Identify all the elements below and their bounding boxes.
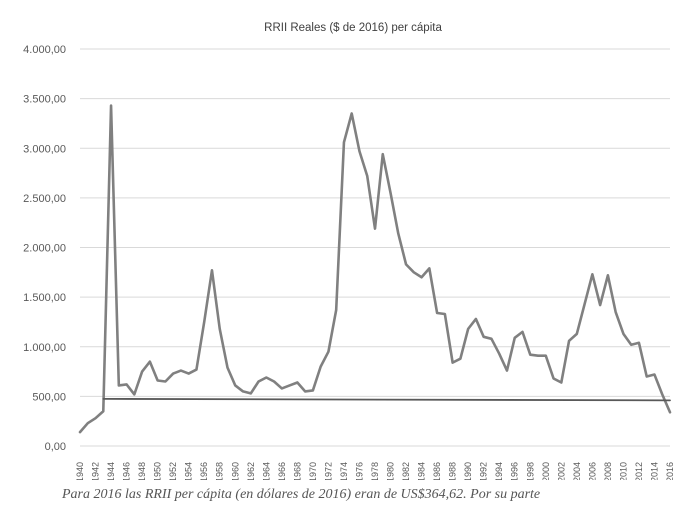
- x-tick-label: 1980: [386, 462, 396, 480]
- x-tick-label: 1982: [401, 462, 411, 480]
- gridlines: [80, 48, 670, 447]
- x-tick-label: 1954: [184, 462, 194, 480]
- y-tick-label: 2.500,00: [23, 193, 66, 205]
- x-tick-label: 1984: [417, 462, 427, 480]
- x-tick-label: 1986: [432, 462, 442, 480]
- y-tick-label: 3.000,00: [23, 143, 66, 155]
- x-tick-label: 1944: [106, 462, 116, 480]
- x-tick-label: 2008: [603, 462, 613, 480]
- x-tick-label: 2002: [556, 462, 566, 480]
- x-tick-label: 1946: [122, 462, 132, 480]
- x-tick-label: 2010: [618, 462, 628, 480]
- y-tick-label: 2.000,00: [23, 243, 66, 255]
- x-tick-label: 2012: [634, 462, 644, 480]
- x-tick-label: 1992: [479, 462, 489, 480]
- x-tick-label: 1964: [261, 462, 271, 480]
- y-axis-tick-labels: 0,00 500,00 1.000,00 1.500,00 2.000,00 2.500,…: [23, 44, 66, 453]
- x-tick-label: 1950: [153, 462, 163, 480]
- x-tick-label: 1968: [292, 462, 302, 480]
- x-tick-label: 1978: [370, 462, 380, 480]
- x-axis-tick-labels: 1940 1942 1944 1946 1948 1950 1952 1954 1956 1958…: [75, 462, 675, 480]
- y-tick-label: 1.000,00: [23, 342, 66, 354]
- x-tick-label: 1942: [91, 462, 101, 480]
- line-chart: RRII Reales ($ de 2016) per cápita 0,00 5…: [23, 22, 675, 480]
- x-tick-label: 2004: [572, 462, 582, 480]
- series-line-rrii: [78, 104, 672, 434]
- caption-strip: Para 2016 las RRII per cápita (en dólare…: [0, 488, 692, 505]
- x-tick-label: 1948: [137, 462, 147, 480]
- x-tick-label: 1976: [354, 462, 364, 480]
- x-tick-label: 1962: [246, 462, 256, 480]
- x-tick-label: 1990: [463, 462, 473, 480]
- y-tick-label: 3.500,00: [23, 94, 66, 106]
- x-tick-label: 1996: [510, 462, 520, 480]
- series-lines: [78, 104, 672, 434]
- y-tick-label: 500,00: [32, 391, 66, 403]
- x-tick-label: 1940: [75, 462, 85, 480]
- x-tick-label: 1994: [494, 462, 504, 480]
- series-line-secondary: [102, 397, 671, 402]
- x-tick-label: 2000: [541, 462, 551, 480]
- chart-title: RRII Reales ($ de 2016) per cápita: [264, 22, 442, 34]
- chart-area: RRII Reales ($ de 2016) per cápita 0,00 5…: [23, 22, 675, 480]
- x-tick-label: 1956: [199, 462, 209, 480]
- x-tick-label: 1960: [230, 462, 240, 480]
- x-tick-label: 1974: [339, 462, 349, 480]
- x-tick-label: 1972: [323, 462, 333, 480]
- x-tick-label: 2014: [649, 462, 659, 480]
- x-tick-label: 1970: [308, 462, 318, 480]
- y-tick-label: 0,00: [45, 441, 66, 453]
- x-tick-label: 1958: [215, 462, 225, 480]
- x-tick-label: 1966: [277, 462, 287, 480]
- x-tick-label: 1988: [448, 462, 458, 480]
- x-tick-label: 1952: [168, 462, 178, 480]
- y-tick-label: 4.000,00: [23, 44, 66, 56]
- y-tick-label: 1.500,00: [23, 292, 66, 304]
- x-tick-label: 2006: [587, 462, 597, 480]
- x-tick-label: 2016: [665, 462, 675, 480]
- caption-text: Para 2016 las RRII per cápita (en dólare…: [62, 488, 541, 502]
- x-tick-label: 1998: [525, 462, 535, 480]
